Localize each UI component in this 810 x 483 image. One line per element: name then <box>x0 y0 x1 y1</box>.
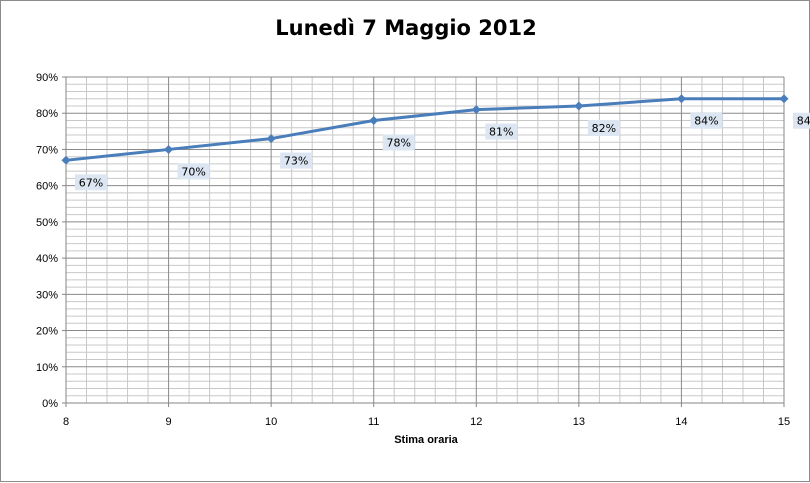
y-tick-label: 20% <box>36 326 58 338</box>
x-tick-label: 13 <box>573 416 585 428</box>
y-axis-tick-labels: 0% 10% 20% 30% 40% 50% 60% 70% 80% 90% <box>36 72 58 410</box>
x-axis-tick-labels: 8 9 10 11 12 13 14 15 <box>63 416 790 428</box>
data-label: 70% <box>181 165 205 178</box>
data-label-box <box>587 119 620 136</box>
data-point-marker <box>574 101 584 111</box>
x-tick-label: 8 <box>63 416 69 428</box>
series-group <box>61 94 789 165</box>
x-axis-title: Stima oraria <box>394 434 458 446</box>
y-tick-label: 0% <box>42 398 58 410</box>
data-label-box <box>75 174 107 191</box>
data-label-box <box>485 123 518 140</box>
data-label: 81% <box>489 126 513 139</box>
x-tick-label: 11 <box>368 416 379 428</box>
y-tick-label: 70% <box>36 144 58 156</box>
series-line <box>65 97 784 162</box>
data-label: 84% <box>694 115 718 128</box>
data-label: 78% <box>386 136 410 149</box>
data-label-box <box>793 112 810 129</box>
axes <box>62 76 785 407</box>
y-tick-label: 10% <box>36 362 58 374</box>
data-label: 67% <box>79 176 103 189</box>
y-tick-label: 90% <box>36 72 58 84</box>
data-point-marker <box>369 115 379 125</box>
chart-title: Lunedì 7 Maggio 2012 <box>275 16 537 40</box>
x-tick-label: 12 <box>470 416 482 428</box>
data-point-marker <box>779 94 789 104</box>
y-tick-label: 40% <box>36 253 58 265</box>
data-label-box <box>280 152 313 169</box>
minor-gridlines <box>66 77 784 403</box>
major-gridlines <box>66 76 785 403</box>
data-point-marker <box>471 105 481 115</box>
data-label-box <box>382 134 415 151</box>
y-tick-label: 80% <box>36 108 58 120</box>
data-point-marker <box>266 134 276 144</box>
data-point-marker <box>164 144 174 154</box>
x-tick-label: 9 <box>166 416 172 428</box>
data-label: 73% <box>284 155 308 168</box>
data-label: 82% <box>592 122 616 135</box>
x-tick-label: 15 <box>778 416 790 428</box>
data-point-marker <box>61 155 71 165</box>
data-label: 84% <box>797 115 810 128</box>
data-label-box <box>177 163 210 180</box>
y-tick-label: 60% <box>36 181 58 193</box>
data-label-box <box>690 112 723 129</box>
y-tick-label: 30% <box>36 289 58 301</box>
y-tick-label: 50% <box>36 217 58 229</box>
data-labels: 67% 70% 73% 78% 81% 82% 84% 84% <box>75 112 810 191</box>
x-tick-label: 14 <box>675 416 687 428</box>
data-point-marker <box>676 94 686 104</box>
x-tick-label: 10 <box>265 416 277 428</box>
